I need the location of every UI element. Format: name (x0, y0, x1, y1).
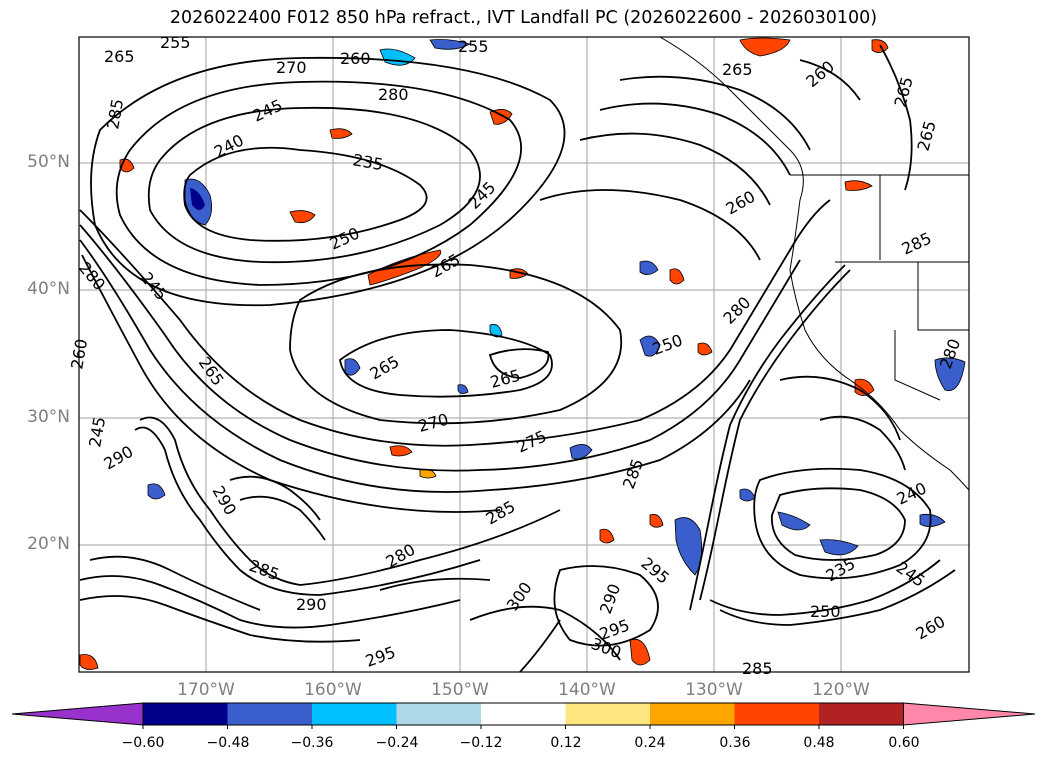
colorbar-segment (227, 703, 313, 725)
lon-label-130w: 130°W (685, 680, 743, 700)
colorbar-segment (819, 703, 904, 725)
colorbar-frame (142, 702, 904, 726)
colorbar-segment (481, 703, 566, 725)
colorbar-tick: −0.24 (375, 735, 419, 751)
colorbar-tick: 0.48 (803, 735, 835, 751)
colorbar-segment (565, 703, 651, 725)
lon-label-140w: 140°W (558, 680, 616, 700)
lat-label-30n: 30°N (27, 407, 70, 427)
colorbar-extend-low (11, 702, 144, 726)
lat-label-20n: 20°N (27, 534, 70, 554)
lat-label-40n: 40°N (27, 279, 70, 299)
colorbar (11, 702, 1036, 729)
lon-label-160w: 160°W (304, 680, 362, 700)
lat-label-50n: 50°N (27, 152, 70, 172)
colorbar-segment (650, 703, 735, 725)
lon-label-170w: 170°W (177, 680, 235, 700)
coastlines (659, 37, 969, 491)
colorbar-tick: −0.12 (459, 735, 503, 751)
colorbar-tick: −0.60 (121, 735, 165, 751)
colorbar-segments (11, 702, 1036, 729)
colorbar-tick: −0.36 (290, 735, 334, 751)
colorbar-segment (143, 703, 228, 725)
shaded-anomalies (79, 37, 966, 670)
refractivity-map (78, 36, 970, 673)
colorbar-tick: 0.60 (888, 735, 920, 751)
map-title: 2026022400 F012 850 hPa refract., IVT La… (169, 8, 878, 28)
colorbar-tick: 0.12 (550, 735, 582, 751)
colorbar-extend-high (903, 702, 1036, 726)
colorbar-tick: 0.24 (634, 735, 666, 751)
lon-label-120w: 120°W (812, 680, 870, 700)
colorbar-segment (396, 703, 482, 725)
colorbar-tick: −0.48 (206, 735, 250, 751)
colorbar-segment (312, 703, 397, 725)
lon-label-150w: 150°W (431, 680, 489, 700)
colorbar-segment (734, 703, 820, 725)
colorbar-tick: 0.36 (719, 735, 751, 751)
